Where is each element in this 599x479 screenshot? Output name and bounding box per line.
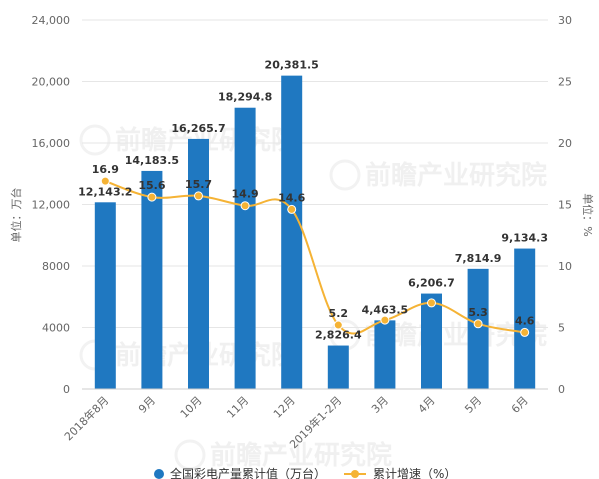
bar-value-label: 9,134.3 [501,232,548,245]
y-left-tick-label: 12,000 [32,199,71,212]
y-left-tick-label: 4000 [42,322,70,335]
line-point[interactable] [147,192,157,202]
bar[interactable] [467,268,489,389]
y-left-tick-label: 16,000 [32,137,71,150]
line-value-label: 5.3 [468,306,488,319]
y-right-tick-label: 15 [558,199,572,212]
watermark-text: 前瞻产业研究院 [210,440,392,471]
y-right-tick-label: 10 [558,260,572,273]
bar[interactable] [374,320,396,389]
y-right-tick-label: 20 [558,137,572,150]
legend-item-bar[interactable]: 全国彩电产量累计值（万台） [154,466,326,479]
y-right-tick-label: 0 [558,383,565,396]
bar-value-label: 16,265.7 [171,122,225,135]
line-series [100,176,530,337]
y-right-tick-label: 25 [558,76,572,89]
bar[interactable] [234,107,256,389]
y-right-tick-label: 5 [558,322,565,335]
data-labels: 12,143.2 14,183.5 16,265.7 18,294.8 20,381.5… [78,59,548,342]
x-tick-label: 10月 [178,394,205,421]
line-point[interactable] [287,204,297,214]
watermark-logo: 前瞻产业研究院 [329,159,547,191]
x-tick-label: 9月 [136,394,158,416]
legend-item-line[interactable]: 累计增速（%） [344,467,456,479]
legend-bar-swatch [154,469,164,479]
line-value-label: 16.9 [92,163,119,176]
x-tick-label: 11月 [224,394,251,421]
x-tick-label: 5月 [462,394,484,416]
line-point[interactable] [100,176,110,186]
bar[interactable] [281,75,303,390]
line-value-label: 5.2 [329,307,349,320]
bar[interactable] [327,345,349,389]
line-point[interactable] [380,315,390,325]
legend: 全国彩电产量累计值（万台） 累计增速（%） [154,466,456,479]
bar-value-label: 7,814.9 [455,252,502,265]
bar-value-label: 4,463.5 [362,303,409,316]
bar[interactable] [141,170,163,389]
bar[interactable] [514,248,536,389]
legend-line-label: 累计增速（%） [373,467,456,479]
bar-value-label: 12,143.2 [78,185,132,198]
right-axis-title: 单位：% [581,193,595,236]
bar-value-label: 18,294.8 [218,91,272,104]
y-left-tick-label: 8000 [42,260,70,273]
line-value-label: 15.7 [185,178,212,191]
bar-value-label: 14,183.5 [125,154,179,167]
line-value-label: 14.6 [278,191,305,204]
bar[interactable] [188,138,209,389]
y-left-tick-label: 20,000 [32,76,71,89]
x-tick-label: 12月 [271,394,298,421]
bar[interactable] [421,293,442,389]
x-tick-label: 2018年8月 [61,393,111,443]
watermark-text: 前瞻产业研究院 [365,160,547,191]
y-right-tick-label: 30 [558,14,572,27]
growth-line [104,180,525,335]
bar-series [94,75,536,390]
left-y-axis-ticks: 0 4000 8000 12,000 16,000 20,000 24,000 [32,14,71,396]
line-point[interactable] [194,191,203,201]
line-value-label: 4.6 [515,314,535,327]
line-point[interactable] [427,298,436,308]
bar[interactable] [94,202,116,389]
x-tick-label: 6月 [509,394,531,416]
line-value-label: 15.6 [138,179,165,192]
y-left-tick-label: 0 [63,383,70,396]
right-y-axis-ticks: 0 5 10 15 20 25 30 [558,14,572,396]
line-point[interactable] [520,327,530,337]
line-value-label: 14.9 [232,188,259,201]
y-left-tick-label: 24,000 [32,14,71,27]
x-tick-label: 4月 [416,394,438,416]
bar-value-label: 20,381.5 [265,59,319,72]
bar-value-label: 2,826.4 [315,329,362,342]
legend-bar-label: 全国彩电产量累计值（万台） [170,466,326,479]
left-axis-title: 单位：万台 [9,188,23,243]
watermark-logo: 前瞻产业研究院 [174,439,392,471]
line-point[interactable] [240,201,250,211]
bar-value-label: 6,206.7 [408,277,455,290]
line-point[interactable] [473,319,483,329]
legend-line-marker [351,470,359,478]
x-tick-label: 3月 [369,394,391,416]
line-point[interactable] [333,320,343,330]
